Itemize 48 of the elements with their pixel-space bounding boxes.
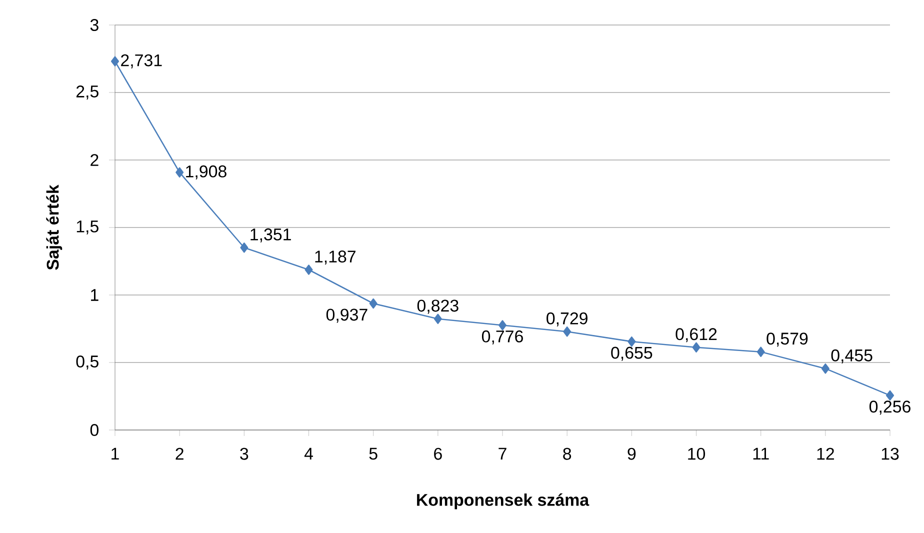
point xyxy=(110,56,120,66)
x-tick-label: 12 xyxy=(817,448,834,460)
x-tick-label: 6 xyxy=(434,448,442,460)
data-label: 0,776 xyxy=(482,330,523,344)
point xyxy=(563,326,572,337)
x-tick-label: 10 xyxy=(688,448,706,460)
data-label: 0,612 xyxy=(676,328,717,342)
x-tick-label: 3 xyxy=(240,448,248,460)
x-tick-label: 8 xyxy=(563,448,572,460)
point xyxy=(176,167,184,178)
data-label: 1,908 xyxy=(186,165,226,180)
point xyxy=(692,342,700,353)
data-label: 0,823 xyxy=(417,300,458,314)
x-tick-label: 4 xyxy=(304,448,313,460)
x-axis-title: Komponensek száma xyxy=(417,493,590,510)
y-tick-label: 0,5 xyxy=(76,356,98,370)
point xyxy=(240,242,248,253)
data-label: 0,579 xyxy=(766,332,808,347)
y-tick-label: 1,5 xyxy=(76,220,98,234)
y-axis-title: Saját érték xyxy=(46,184,62,270)
data-label: 1,187 xyxy=(315,250,356,265)
data-label: 2,731 xyxy=(121,54,162,68)
y-tick-label: 0 xyxy=(90,424,99,436)
y-tick-label: 2 xyxy=(90,154,98,166)
x-tick-label: 5 xyxy=(369,448,378,460)
x-tick-label: 13 xyxy=(882,448,899,460)
point xyxy=(756,346,765,357)
data-label: 0,937 xyxy=(326,308,368,323)
data-label: 1,351 xyxy=(250,228,291,242)
point xyxy=(369,298,378,309)
data-label: 0,655 xyxy=(611,346,652,361)
point xyxy=(498,320,507,330)
point xyxy=(434,314,442,324)
y-tick-label: 2,5 xyxy=(76,86,98,100)
point xyxy=(821,363,830,374)
data-label: 0,256 xyxy=(869,400,910,415)
point xyxy=(628,336,636,347)
y-tick-label: 1 xyxy=(91,289,98,301)
x-tick-label: 11 xyxy=(753,448,769,460)
x-tick-label: 2 xyxy=(176,448,184,460)
data-label: 0,729 xyxy=(546,312,588,326)
data-label: 0,455 xyxy=(831,349,872,364)
x-tick-label: 1 xyxy=(112,448,119,460)
point xyxy=(304,264,313,275)
y-tick-label: 3 xyxy=(90,19,98,31)
x-tick-label: 7 xyxy=(498,448,506,460)
point xyxy=(886,390,894,401)
x-tick-label: 9 xyxy=(628,448,636,460)
